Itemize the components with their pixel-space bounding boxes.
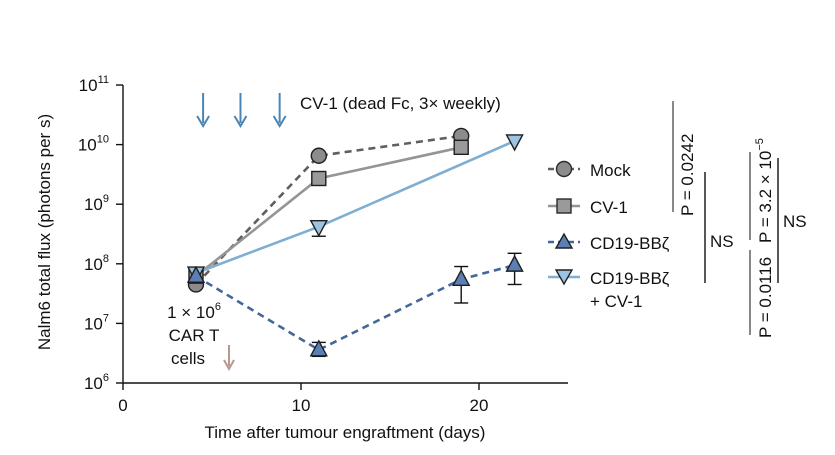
legend-marker-triangle-down bbox=[554, 269, 574, 286]
legend-marker-triangle-up bbox=[554, 232, 574, 249]
injection-arrow bbox=[223, 345, 235, 372]
p-value-2: P = 0.0116 bbox=[756, 257, 775, 338]
series-line bbox=[195, 139, 516, 275]
y-ticks: 106 107 108 109 1010 1011 bbox=[78, 74, 123, 393]
axes bbox=[122, 85, 568, 384]
legend-item-cd19-cv1: CD19-BBζ + CV-1 bbox=[548, 269, 670, 311]
dosing-arrow bbox=[272, 93, 287, 128]
legend-item-mock: Mock bbox=[548, 160, 631, 180]
ns-label-1: NS bbox=[710, 232, 734, 251]
legend-item-cv1: CV-1 bbox=[548, 198, 628, 217]
x-ticks: 0 10 20 bbox=[118, 383, 488, 415]
stats-brackets: P = 0.0242 NS P = 0.0116 P = 3.2 × 10−5 … bbox=[672, 101, 807, 338]
ns-label-2: NS bbox=[783, 212, 807, 231]
data-point bbox=[452, 268, 471, 286]
y-tick-label: 1010 bbox=[78, 134, 109, 155]
dosing-arrow bbox=[196, 93, 210, 128]
y-tick-label: 108 bbox=[84, 253, 109, 274]
p-value-3: P = 3.2 × 10−5 bbox=[754, 138, 775, 243]
legend-label-cd19-cv1-line2: + CV-1 bbox=[590, 292, 642, 311]
legend-item-cd19: CD19-BBζ bbox=[548, 232, 670, 253]
dosing-arrow bbox=[233, 93, 248, 128]
legend-label-cv1: CV-1 bbox=[590, 198, 628, 217]
series-layer bbox=[186, 127, 524, 358]
series-line bbox=[195, 263, 515, 352]
legend-marker-square bbox=[556, 198, 572, 214]
y-tick-label: 109 bbox=[84, 193, 109, 214]
dosing-arrows bbox=[196, 93, 287, 128]
x-axis-label: Time after tumour engraftment (days) bbox=[205, 423, 486, 442]
series-line bbox=[195, 134, 462, 286]
legend-marker-circle bbox=[555, 160, 573, 178]
injection-label-line2: CAR T bbox=[169, 326, 220, 345]
x-tick-label: 0 bbox=[118, 396, 127, 415]
data-point bbox=[311, 170, 327, 187]
legend-label-mock: Mock bbox=[590, 161, 631, 180]
data-point bbox=[505, 134, 524, 152]
data-point bbox=[453, 139, 469, 156]
injection-label-line1: 1 × 106 bbox=[167, 301, 221, 322]
data-point bbox=[309, 339, 328, 357]
legend-label-cd19-cv1-line1: CD19-BBζ bbox=[590, 269, 670, 288]
injection-label-line3: cells bbox=[171, 349, 205, 368]
data-point bbox=[310, 147, 327, 164]
x-tick-label: 20 bbox=[470, 396, 489, 415]
data-point bbox=[309, 219, 328, 238]
y-tick-label: 106 bbox=[84, 372, 109, 393]
x-tick-label: 10 bbox=[292, 396, 311, 415]
y-tick-label: 1011 bbox=[79, 74, 109, 95]
y-axis-label: Nalm6 total flux (photons per s) bbox=[35, 114, 54, 350]
y-tick-label: 107 bbox=[84, 312, 109, 333]
legend: Mock CV-1 CD19-BBζ CD19-BBζ + CV-1 bbox=[548, 160, 670, 311]
dosing-label: CV-1 (dead Fc, 3× weekly) bbox=[300, 94, 501, 113]
data-point bbox=[505, 254, 524, 272]
legend-label-cd19: CD19-BBζ bbox=[590, 234, 670, 253]
p-value-1: P = 0.0242 bbox=[678, 134, 697, 216]
data-point bbox=[186, 265, 206, 283]
